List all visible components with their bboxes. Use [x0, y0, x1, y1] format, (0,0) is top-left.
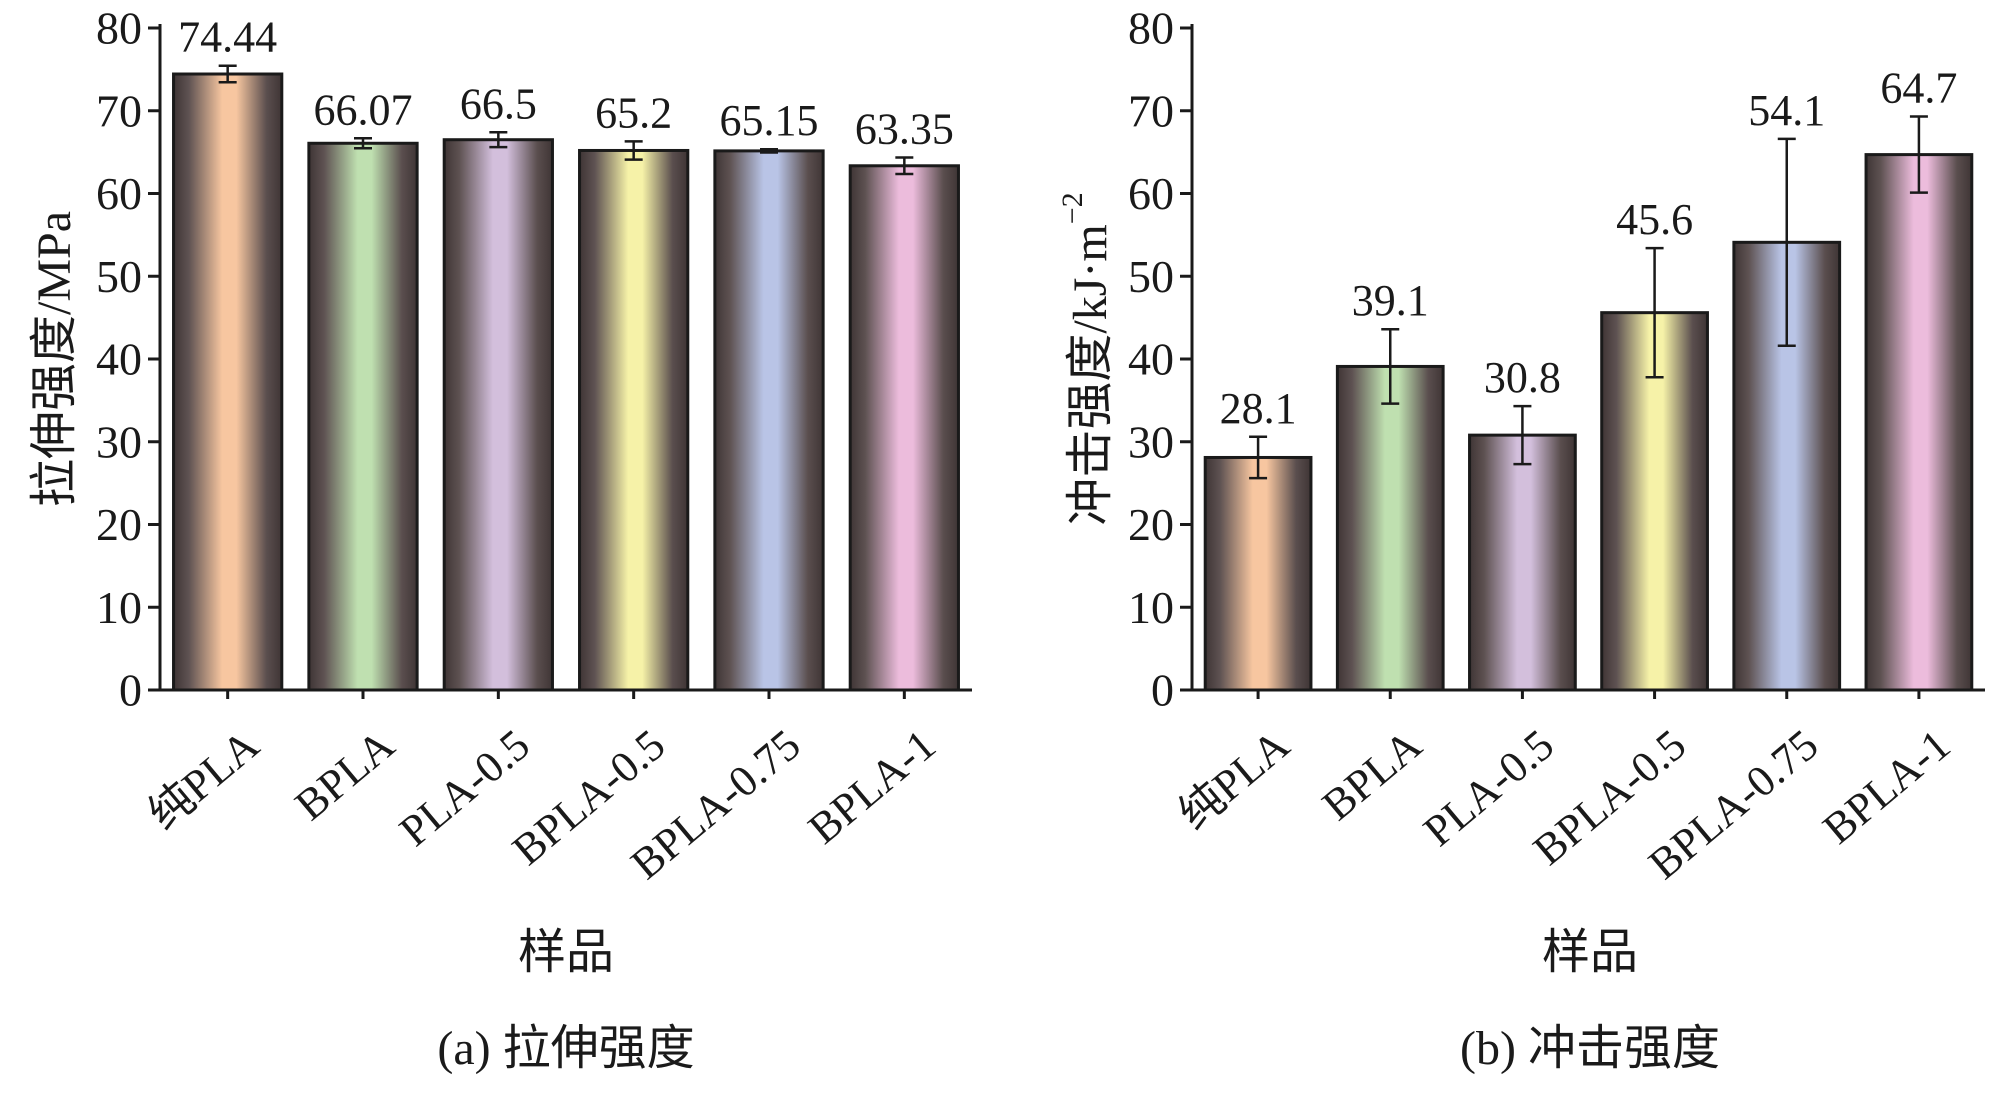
panel-caption: (b) 冲击强度 — [1460, 1022, 1720, 1075]
y-tick-label-0: 0 — [119, 665, 142, 716]
bar-5 — [1864, 153, 1974, 692]
y-axis-title: 拉伸强度/MPa — [28, 211, 81, 507]
bar-3 — [578, 148, 690, 692]
y-tick-label-1: 10 — [96, 582, 142, 633]
y-tick-label-5: 50 — [96, 251, 142, 302]
x-tick-label-5: BPLA-1 — [1814, 720, 1960, 853]
error-bar-5 — [895, 156, 914, 176]
error-bar-1 — [354, 137, 372, 150]
chart-panel-tensile-strength: 74.44纯PLA66.07BPLA66.5PLA-0.565.2BPLA-0.… — [28, 3, 972, 1075]
error-bar-4 — [760, 147, 778, 154]
panel-caption: (a) 拉伸强度 — [437, 1022, 694, 1075]
bar-2 — [442, 138, 554, 692]
error-bar-0 — [218, 64, 237, 84]
data-label-0: 28.1 — [1220, 384, 1297, 433]
y-tick-label-6: 60 — [96, 168, 142, 219]
error-bar-2 — [1513, 404, 1532, 466]
error-bar-3 — [1645, 246, 1664, 379]
bar-1 — [1335, 364, 1445, 692]
data-label-2: 30.8 — [1484, 353, 1561, 402]
data-label-4: 54.1 — [1748, 86, 1825, 135]
bar-0 — [172, 72, 284, 692]
error-bar-1 — [1381, 327, 1400, 405]
error-bar-4 — [1777, 137, 1796, 348]
y-tick-label-2: 20 — [1128, 499, 1174, 550]
x-axis-title: 样品 — [518, 926, 614, 979]
x-tick-label-0: 纯PLA — [139, 720, 268, 839]
bar-2 — [1468, 433, 1577, 692]
y-tick-label-2: 20 — [96, 499, 142, 550]
data-label-5: 64.7 — [1880, 64, 1957, 113]
data-label-1: 39.1 — [1352, 276, 1429, 325]
y-tick-label-1: 10 — [1128, 582, 1174, 633]
y-tick-label-4: 40 — [1128, 334, 1174, 385]
error-bar-5 — [1909, 115, 1928, 194]
y-tick-label-6: 60 — [1128, 168, 1174, 219]
error-bar-0 — [1249, 435, 1268, 480]
y-tick-label-3: 30 — [1128, 416, 1174, 467]
bar-1 — [307, 141, 419, 692]
x-tick-label-1: BPLA — [286, 720, 404, 830]
x-tick-label-5: BPLA-1 — [799, 720, 945, 853]
data-label-1: 66.07 — [314, 85, 413, 134]
y-tick-label-7: 70 — [96, 85, 142, 136]
error-bar-3 — [624, 140, 643, 161]
y-tick-label-8: 80 — [1128, 3, 1174, 54]
data-label-3: 65.2 — [595, 88, 672, 137]
y-tick-label-8: 80 — [96, 3, 142, 54]
y-tick-label-5: 50 — [1128, 251, 1174, 302]
bar-5 — [848, 164, 960, 692]
data-label-2: 66.5 — [460, 79, 537, 128]
y-tick-label-7: 70 — [1128, 85, 1174, 136]
data-label-0: 74.44 — [178, 13, 277, 62]
y-tick-label-4: 40 — [96, 334, 142, 385]
chart-panel-impact-strength: 28.1纯PLA39.1BPLA30.8PLA-0.545.6BPLA-0.55… — [1056, 3, 1985, 1075]
data-label-3: 45.6 — [1616, 195, 1693, 244]
y-axis-title: 冲击强度/kJ·m−2 — [1056, 192, 1117, 525]
data-label-4: 65.15 — [720, 96, 819, 145]
y-tick-label-0: 0 — [1151, 665, 1174, 716]
error-bar-2 — [489, 131, 508, 149]
x-tick-label-1: BPLA — [1313, 720, 1431, 830]
y-tick-label-3: 30 — [96, 416, 142, 467]
bar-4 — [713, 149, 825, 692]
data-label-5: 63.35 — [855, 105, 954, 154]
x-axis-title: 样品 — [1542, 926, 1638, 979]
x-tick-label-0: 纯PLA — [1170, 720, 1299, 839]
bar-0 — [1203, 455, 1313, 692]
